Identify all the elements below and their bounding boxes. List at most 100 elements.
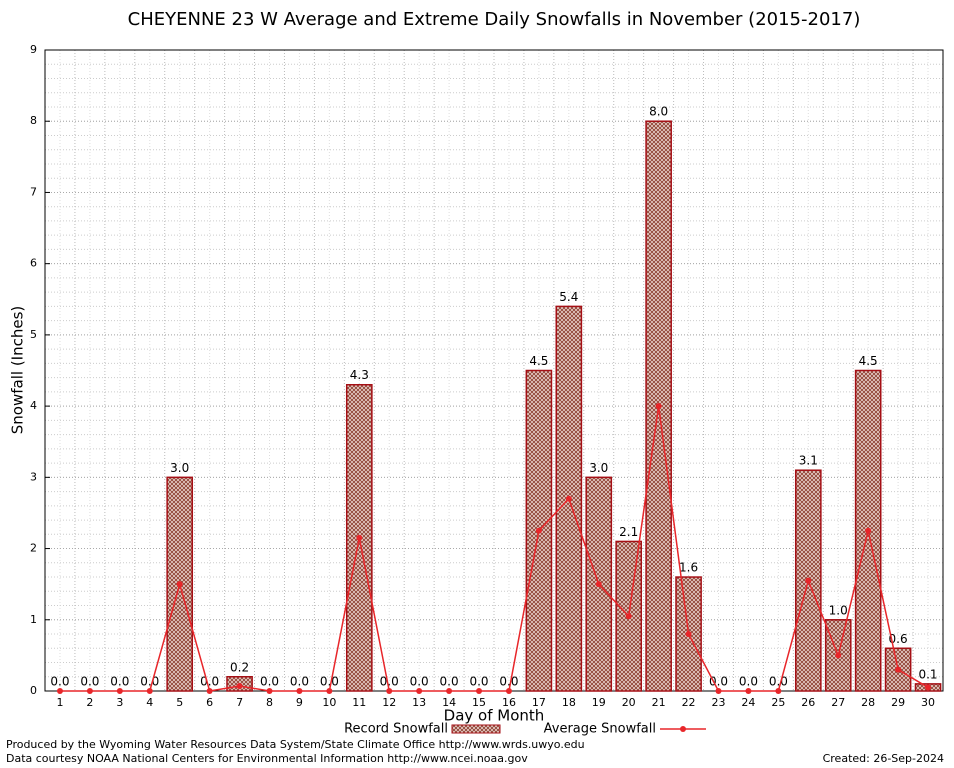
line-point: [476, 688, 483, 694]
value-label: 3.0: [589, 461, 608, 475]
value-label: 0.0: [320, 675, 339, 689]
value-label: 0.0: [50, 675, 69, 689]
x-tick-label: 29: [891, 696, 905, 709]
y-tick-label: 0: [30, 684, 37, 697]
y-tick-label: 4: [30, 399, 37, 412]
line-point: [565, 495, 572, 502]
line-point: [386, 688, 393, 694]
line-point: [835, 652, 842, 659]
x-tick-label: 11: [352, 696, 366, 709]
value-label: 0.0: [469, 675, 488, 689]
x-tick-label: 21: [652, 696, 666, 709]
value-label: 0.0: [80, 675, 99, 689]
line-point: [655, 403, 662, 410]
x-tick-label: 16: [502, 696, 516, 709]
x-tick-label: 17: [532, 696, 546, 709]
x-tick-label: 3: [116, 696, 123, 709]
value-label: 5.4: [559, 290, 578, 304]
value-label: 0.6: [889, 632, 908, 646]
footer-produced: Produced by the Wyoming Water Resources …: [6, 738, 585, 751]
value-label: 3.1: [799, 454, 818, 468]
x-tick-label: 5: [176, 696, 183, 709]
value-label: 1.0: [829, 603, 848, 617]
y-tick-label: 2: [30, 542, 37, 555]
footer-courtesy: Data courtesy NOAA National Centers for …: [6, 752, 528, 765]
x-tick-label: 25: [771, 696, 785, 709]
x-axis-title: Day of Month: [444, 707, 545, 725]
x-tick-label: 20: [622, 696, 636, 709]
line-point: [56, 688, 63, 694]
line-point: [685, 631, 692, 638]
x-tick-label: 19: [592, 696, 606, 709]
value-label: 0.0: [499, 675, 518, 689]
value-label: 0.0: [769, 675, 788, 689]
line-point: [206, 688, 213, 694]
line-point: [446, 688, 453, 694]
x-tick-label: 7: [236, 696, 243, 709]
y-tick-label: 7: [30, 185, 37, 198]
legend-swatch: [451, 724, 501, 734]
value-label: 0.0: [200, 675, 219, 689]
value-label: 4.5: [859, 354, 878, 368]
x-tick-label: 12: [382, 696, 396, 709]
line-point: [895, 666, 902, 673]
line-point: [356, 534, 363, 541]
line-point: [745, 688, 752, 694]
x-tick-label: 1: [56, 696, 63, 709]
y-tick-label: 8: [30, 114, 37, 127]
x-tick-label: 2: [86, 696, 93, 709]
x-tick-label: 28: [861, 696, 875, 709]
value-label: 4.5: [529, 354, 548, 368]
y-tick-label: 3: [30, 470, 37, 483]
y-tick-label: 1: [30, 613, 37, 626]
line-point: [86, 688, 93, 694]
line-point: [595, 581, 602, 588]
value-label: 0.0: [140, 675, 159, 689]
line-point: [535, 527, 542, 534]
line-point: [296, 688, 303, 694]
line-point: [416, 688, 423, 694]
y-tick-label: 5: [30, 328, 37, 341]
line-point: [505, 688, 512, 694]
line-point: [925, 684, 932, 691]
value-label: 0.0: [440, 675, 459, 689]
value-label: 8.0: [649, 105, 668, 119]
line-point: [715, 688, 722, 694]
value-label: 4.3: [350, 368, 369, 382]
line-point: [236, 683, 243, 690]
value-label: 0.0: [260, 675, 279, 689]
x-tick-label: 18: [562, 696, 576, 709]
line-point: [266, 688, 273, 694]
y-tick-label: 6: [30, 257, 37, 270]
value-label: 0.0: [380, 675, 399, 689]
value-label: 0.0: [410, 675, 429, 689]
x-tick-label: 13: [412, 696, 426, 709]
x-tick-label: 27: [831, 696, 845, 709]
legend-label: Record Snowfall: [344, 722, 448, 737]
line-point: [775, 688, 782, 694]
value-label: 0.0: [290, 675, 309, 689]
line-point: [176, 581, 183, 588]
x-tick-label: 22: [682, 696, 696, 709]
footer-created: Created: 26-Sep-2024: [823, 752, 944, 765]
x-tick-label: 6: [206, 696, 213, 709]
line-point: [625, 613, 632, 620]
chart-title: CHEYENNE 23 W Average and Extreme Daily …: [128, 9, 861, 30]
line-point: [146, 688, 153, 694]
y-axis-title: Snowfall (Inches): [9, 306, 27, 434]
line-point: [326, 688, 333, 694]
value-label: 0.0: [110, 675, 129, 689]
value-label: 0.1: [918, 667, 937, 681]
line-point: [805, 577, 812, 584]
line: [59, 406, 929, 692]
x-tick-label: 30: [921, 696, 935, 709]
line-point: [116, 688, 123, 694]
value-label: 1.6: [679, 561, 698, 575]
x-tick-label: 15: [472, 696, 486, 709]
x-tick-label: 9: [296, 696, 303, 709]
x-tick-label: 4: [146, 696, 153, 709]
x-tick-label: 10: [322, 696, 336, 709]
x-tick-label: 26: [801, 696, 815, 709]
x-tick-label: 24: [741, 696, 755, 709]
